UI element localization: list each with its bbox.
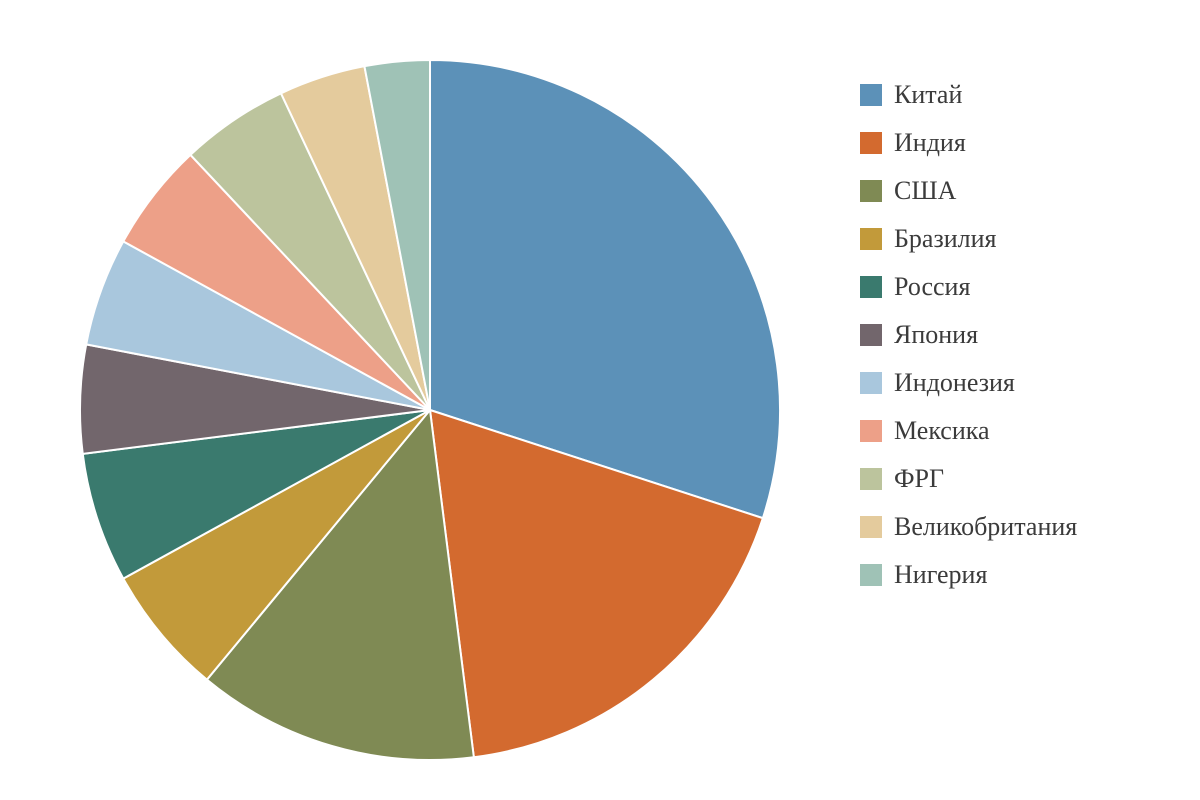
legend-label: Мексика [894,416,990,446]
legend-item: Россия [860,272,1077,302]
legend-swatch [860,468,882,490]
legend-swatch [860,372,882,394]
legend-swatch [860,132,882,154]
legend-label: Великобритания [894,512,1077,542]
legend-item: Мексика [860,416,1077,446]
legend-label: ФРГ [894,464,944,494]
legend-swatch [860,516,882,538]
legend-item: США [860,176,1077,206]
legend-swatch [860,324,882,346]
legend-swatch [860,564,882,586]
legend-label: Китай [894,80,962,110]
legend-label: Россия [894,272,970,302]
pie-chart-container: Китай Индия США Бразилия Россия Япония Индонез… [0,0,1200,800]
legend: Китай Индия США Бразилия Россия Япония Индонез… [860,80,1077,590]
legend-label: Нигерия [894,560,987,590]
legend-swatch [860,180,882,202]
legend-swatch [860,84,882,106]
legend-item: Великобритания [860,512,1077,542]
legend-label: Япония [894,320,978,350]
legend-label: Индия [894,128,966,158]
pie-chart [60,40,800,780]
legend-item: Бразилия [860,224,1077,254]
legend-label: США [894,176,956,206]
legend-label: Индонезия [894,368,1015,398]
legend-swatch [860,420,882,442]
legend-item: Нигерия [860,560,1077,590]
legend-item: ФРГ [860,464,1077,494]
legend-item: Индонезия [860,368,1077,398]
legend-item: Япония [860,320,1077,350]
legend-item: Индия [860,128,1077,158]
legend-item: Китай [860,80,1077,110]
legend-swatch [860,276,882,298]
legend-label: Бразилия [894,224,997,254]
legend-swatch [860,228,882,250]
